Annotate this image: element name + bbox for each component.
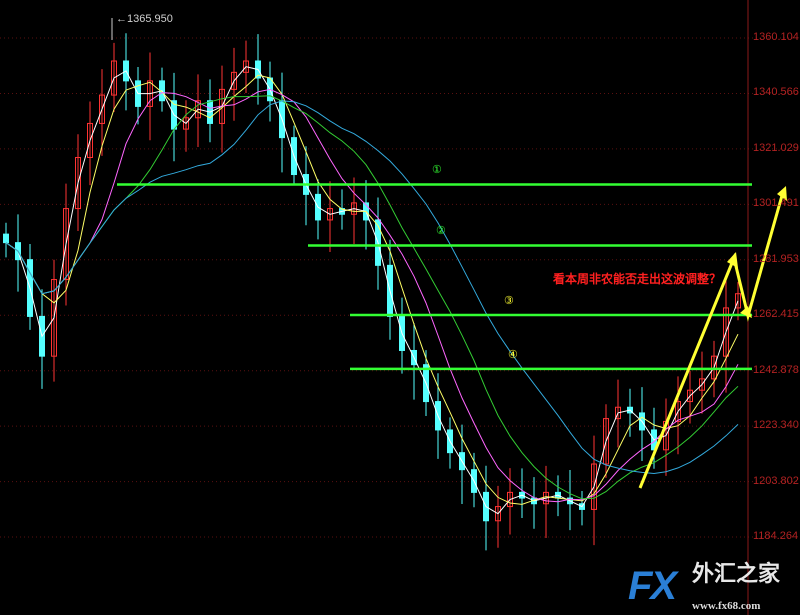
- candle-body: [99, 94, 105, 124]
- moving-average-line: [5, 95, 739, 500]
- arrowhead-icon: [727, 252, 738, 268]
- y-tick-label: 1223.340: [753, 419, 799, 432]
- annotation-text: 看本周非农能否走出这波调整？: [553, 272, 722, 286]
- y-tick-label: 1301.491: [753, 197, 799, 210]
- moving-average-line: [5, 88, 739, 503]
- candle-body: [699, 378, 705, 391]
- candle-body: [735, 293, 741, 309]
- candle-body: [87, 122, 93, 158]
- level-label: ①: [432, 164, 442, 177]
- candle-body: [711, 355, 717, 380]
- candle-body: [63, 208, 69, 281]
- y-tick-label: 1321.029: [753, 141, 799, 154]
- candle-body: [243, 60, 249, 73]
- candle-body: [615, 406, 621, 420]
- moving-average-line: [5, 66, 739, 515]
- watermark-logo: FX 外汇之家 www.fx68.com: [628, 562, 800, 615]
- candle-body: [687, 389, 693, 403]
- y-tick-label: 1340.566: [753, 86, 799, 99]
- candle-body: [507, 491, 513, 508]
- candle-body: [495, 506, 501, 522]
- candle-body: [3, 233, 9, 244]
- candle-body: [351, 202, 357, 215]
- candle-body: [183, 117, 189, 130]
- candle-body: [543, 491, 549, 505]
- candle-body: [603, 418, 609, 465]
- y-tick-label: 1203.802: [753, 474, 799, 487]
- logo-name: 外汇之家: [692, 562, 781, 587]
- forecast-arrow: [638, 191, 785, 489]
- y-tick-label: 1262.415: [753, 308, 799, 321]
- y-tick-label: 1281.953: [753, 252, 799, 265]
- level-label: ③: [504, 295, 514, 307]
- y-tick-label: 1184.264: [753, 530, 799, 543]
- y-tick-label: 1242.878: [753, 363, 799, 376]
- left-arrow-icon: ←: [116, 13, 127, 25]
- arrowhead-icon: [777, 186, 787, 201]
- y-tick-label: 1360.104: [753, 31, 799, 43]
- arrowhead-icon: [740, 306, 752, 318]
- candle-body: [195, 100, 201, 119]
- logo-brand: FX: [628, 564, 677, 608]
- candle-body: [51, 279, 57, 357]
- logo-url: www.fx68.com: [692, 600, 761, 612]
- candle-body: [75, 156, 81, 210]
- candle-body: [723, 307, 729, 357]
- candle-body: [591, 463, 597, 510]
- moving-average-line: [5, 100, 739, 475]
- max-price-label: ←1365.950: [116, 13, 173, 25]
- candle-body: [111, 60, 117, 96]
- level-label: ④: [508, 348, 518, 361]
- candle-body: [675, 401, 681, 422]
- level-label: ②: [436, 225, 446, 238]
- candle-body: [327, 208, 333, 221]
- candle-body: [231, 71, 237, 90]
- moving-average-line: [5, 74, 739, 505]
